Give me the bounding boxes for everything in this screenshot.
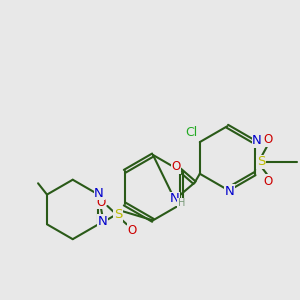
Text: O: O: [172, 160, 181, 173]
Text: O: O: [264, 175, 273, 188]
Text: N: N: [98, 215, 108, 228]
Text: S: S: [257, 155, 265, 168]
Text: S: S: [114, 208, 122, 221]
Text: O: O: [96, 196, 106, 208]
Text: N: N: [225, 184, 235, 198]
Text: N: N: [94, 187, 104, 200]
Text: O: O: [264, 133, 273, 146]
Text: Cl: Cl: [185, 126, 197, 139]
Text: O: O: [127, 224, 136, 237]
Text: H: H: [178, 198, 185, 208]
Text: N: N: [170, 192, 180, 206]
Text: N: N: [252, 134, 262, 147]
